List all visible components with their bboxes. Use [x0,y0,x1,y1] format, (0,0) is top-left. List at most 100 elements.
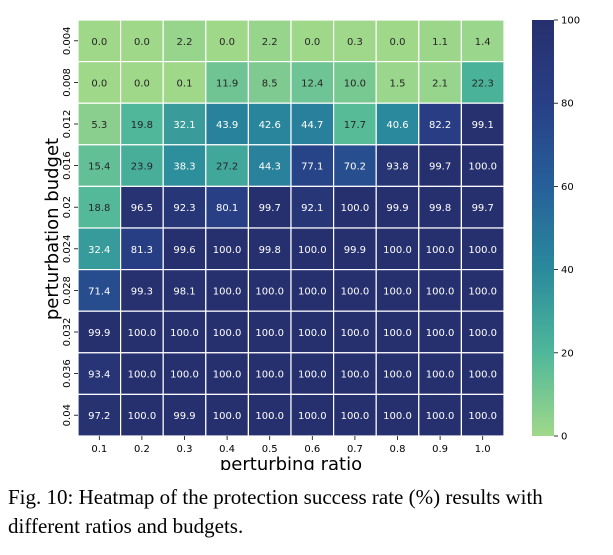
cell-value-label: 100.0 [383,328,412,339]
cell-value-label: 99.9 [386,203,408,214]
heatmap-cell [290,19,335,63]
heatmap-cell [460,60,505,104]
heatmap-cell [247,352,292,395]
heatmap-cell [418,393,462,437]
x-tick-label: 0.5 [262,444,278,455]
cell-value-label: 100.0 [341,286,370,297]
heatmap-cell [162,227,207,271]
cell-value-label: 2.2 [262,37,278,48]
heatmap-cell [247,227,292,271]
cell-value-label: 100.0 [298,328,327,339]
cell-value-label: 92.3 [173,203,195,214]
cell-value-label: 17.7 [344,120,366,131]
heatmap-cell [247,393,292,437]
y-tick-label: 0.004 [62,26,73,55]
cell-value-label: 99.9 [88,328,110,339]
cell-value-label: 100.0 [426,370,455,381]
x-tick-label: 1.0 [475,444,491,455]
colorbar [532,20,554,436]
cell-value-label: 99.3 [131,286,153,297]
cell-value-label: 100.0 [383,411,412,422]
cell-value-label: 71.4 [88,286,110,297]
cell-value-label: 100.0 [255,370,284,381]
heatmap-cell [460,393,505,437]
cell-value-label: 44.3 [259,162,281,173]
heatmap-cell [333,393,377,437]
cell-value-label: 82.2 [429,120,451,131]
cell-value-label: 10.0 [344,78,366,89]
heatmap-cell [333,269,377,312]
colorbar-tick-label: 60 [561,182,574,193]
heatmap-cell [418,102,462,146]
cell-value-label: 38.3 [173,162,195,173]
cell-value-label: 100.0 [383,370,412,381]
cell-value-label: 2.1 [432,78,448,89]
cell-value-label: 19.8 [131,120,153,131]
cell-value-label: 100.0 [298,370,327,381]
x-tick-label: 0.2 [134,444,150,455]
cell-value-label: 100.0 [426,286,455,297]
cell-value-label: 100.0 [298,286,327,297]
heatmap-cell [460,310,505,354]
heatmap-cell [418,352,462,395]
heatmap-cell [333,310,377,354]
cell-value-label: 23.9 [131,162,153,173]
heatmap-cell [205,269,250,312]
heatmap-cell [205,227,250,271]
heatmap-cell [333,185,377,229]
cell-value-label: 100.0 [426,411,455,422]
x-axis-label: perturbing ratio [220,454,362,470]
cell-value-label: 12.4 [301,78,323,89]
cell-value-label: 100.0 [170,370,199,381]
cell-value-label: 80.1 [216,203,238,214]
cell-value-label: 0.0 [219,37,235,48]
cell-value-label: 70.2 [344,162,366,173]
x-tick-label: 0.3 [177,444,193,455]
cell-value-label: 18.8 [88,203,110,214]
cell-value-label: 32.1 [173,120,195,131]
heatmap-cell [119,102,164,146]
heatmap-cell [119,310,164,354]
colorbar-tick-label: 20 [561,348,574,359]
cell-value-label: 100.0 [255,411,284,422]
cell-value-label: 0.0 [304,37,320,48]
heatmap-cell [247,310,292,354]
heatmap-cell [119,352,164,395]
cell-value-label: 92.1 [301,203,323,214]
cell-value-label: 1.5 [390,78,406,89]
cell-value-label: 43.9 [216,120,238,131]
y-tick-label: 0.012 [62,110,73,139]
heatmap-cell [162,102,207,146]
heatmap-cell [418,60,462,104]
heatmap-cell [205,310,250,354]
cell-value-label: 0.0 [134,78,150,89]
cell-value-label: 100.0 [128,370,157,381]
cell-value-label: 99.8 [429,203,451,214]
heatmap-cell [460,19,505,63]
heatmap-cells: 0.0 0.0 2.2 0.0 2.2 0.0 0.3 0.0 1.1 1.4 0.0 0.0 0.1 1… [77,19,505,437]
heatmap-cell [77,227,122,271]
cell-value-label: 22.3 [472,78,494,89]
cell-value-label: 44.7 [301,120,323,131]
figure-caption: Fig. 10: Heatmap of the protection succe… [8,485,543,538]
cell-value-label: 81.3 [131,245,153,256]
heatmap-cell [418,310,462,354]
cell-value-label: 77.1 [301,162,323,173]
cell-value-label: 99.9 [344,245,366,256]
cell-value-label: 100.0 [468,162,497,173]
cell-value-label: 0.0 [91,78,107,89]
cell-value-label: 100.0 [170,328,199,339]
cell-value-label: 11.9 [216,78,238,89]
heatmap-cell [333,144,377,188]
heatmap-cell [333,352,377,395]
cell-value-label: 100.0 [213,328,242,339]
y-tick-label: 0.04 [62,404,73,426]
heatmap-cell [460,352,505,395]
cell-value-label: 100.0 [383,245,412,256]
x-axis: 0.1 0.2 0.3 0.4 0.5 0.6 0.7 0.8 0.9 1.0 [91,436,491,455]
heatmap-cell [460,269,505,312]
cell-value-label: 100.0 [255,328,284,339]
cell-value-label: 93.4 [88,370,110,381]
cell-value-label: 100.0 [468,370,497,381]
heatmap-cell [375,60,420,104]
